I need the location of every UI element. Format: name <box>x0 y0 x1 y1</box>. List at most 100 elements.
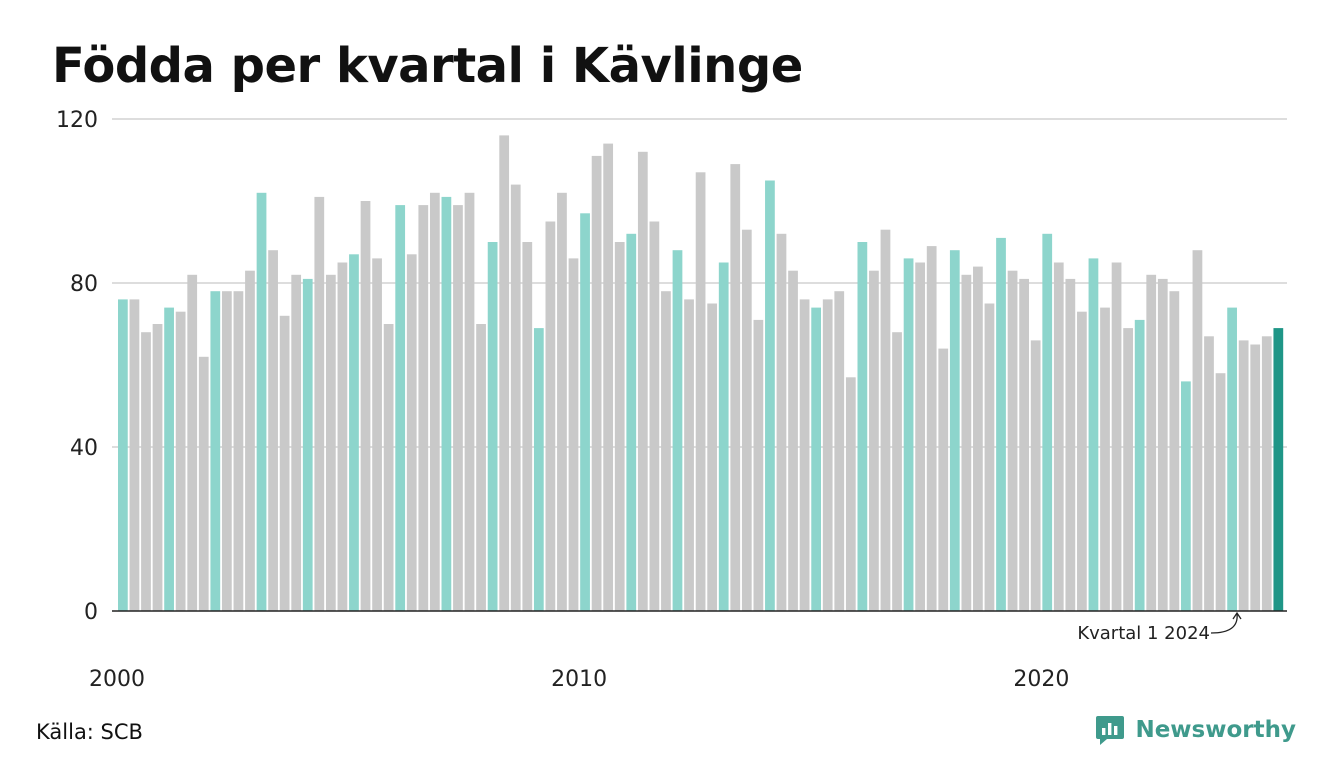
bar: 2012 K1: 88 <box>672 250 683 611</box>
y-tick-label: 80 <box>70 272 98 297</box>
bar: 2021 K1: 86 <box>1088 258 1099 611</box>
bar: 2002 K4: 83 <box>245 270 255 611</box>
bar: 2019 K4: 66 <box>1030 340 1041 611</box>
bar: 2023 K4: 58 <box>1215 373 1226 611</box>
bar: 2010 K3: 114 <box>603 143 614 611</box>
bar: 2016 K3: 93 <box>880 229 891 611</box>
bars: 2000 K1: 762000 K2: 762000 K3: 682000 K4… <box>118 135 1284 612</box>
bar: 2012 K2: 76 <box>684 299 694 611</box>
bar: 2019 K2: 83 <box>1007 270 1018 611</box>
bar: 2003 K1: 102 <box>256 192 267 612</box>
bar: 2014 K1: 105 <box>765 180 775 611</box>
bar: 2023 K3: 67 <box>1204 336 1214 611</box>
bar: 2019 K3: 81 <box>1019 278 1029 611</box>
bar: 2020 K2: 85 <box>1053 262 1064 611</box>
bar: 2006 K4: 102 <box>429 192 440 612</box>
bar: 2007 K2: 99 <box>453 205 463 611</box>
bar: 2001 K4: 62 <box>198 356 209 611</box>
bar: 2008 K2: 116 <box>499 135 510 611</box>
bar: 2005 K4: 70 <box>383 324 394 611</box>
bar: 2010 K2: 111 <box>591 155 602 611</box>
bar: 2005 K1: 87 <box>349 254 359 612</box>
bar: 2007 K1: 101 <box>441 196 452 611</box>
bar: 2015 K2: 76 <box>822 299 833 611</box>
bar: 2001 K1: 74 <box>164 307 174 611</box>
annotation-label: Kvartal 1 2024 <box>1077 623 1210 644</box>
source-label: Källa: SCB <box>36 720 143 744</box>
bar: 2011 K2: 112 <box>637 151 648 612</box>
bar: 2008 K3: 104 <box>510 184 521 611</box>
bar: 2001 K2: 73 <box>175 311 186 611</box>
bar: 2000 K3: 68 <box>141 332 151 611</box>
y-axis-ticks: 0 40 80 120 <box>56 108 98 625</box>
bar: 2022 K4: 78 <box>1169 291 1180 611</box>
latest-annotation: Kvartal 1 2024 <box>1077 611 1242 644</box>
bar: 2004 K1: 81 <box>302 278 313 611</box>
bar: 2023 K1: 56 <box>1181 381 1191 611</box>
y-tick-label: 40 <box>70 436 98 461</box>
bar: 2023 K2: 88 <box>1192 250 1203 611</box>
bar: 2017 K4: 64 <box>938 348 949 611</box>
bar: 2013 K2: 109 <box>730 164 741 611</box>
bar: 2005 K2: 100 <box>360 201 371 611</box>
x-tick-label: 2010 <box>551 667 607 692</box>
bar: 2016 K4: 68 <box>892 332 902 611</box>
bar: 2009 K4: 86 <box>568 258 579 611</box>
bar: 2000 K2: 76 <box>129 299 140 611</box>
bar: 2009 K3: 102 <box>557 192 567 612</box>
bar: 2018 K2: 82 <box>961 274 972 611</box>
newsworthy-icon <box>1096 716 1125 745</box>
bar: 2015 K4: 57 <box>845 377 856 611</box>
bar: 2006 K3: 99 <box>418 205 429 611</box>
bar: 2010 K4: 90 <box>614 242 625 611</box>
bar: 2020 K4: 73 <box>1077 311 1087 611</box>
bar: 2015 K1: 74 <box>811 307 822 611</box>
bar: 2013 K4: 71 <box>753 319 764 611</box>
bar: 2009 K2: 95 <box>545 221 556 611</box>
bar: 2002 K1: 78 <box>210 291 221 611</box>
bar: 2013 K3: 93 <box>741 229 752 611</box>
bar: 2021 K4: 69 <box>1123 328 1133 611</box>
bar: 2008 K4: 90 <box>522 242 533 611</box>
bar: 2013 K1: 85 <box>718 262 729 611</box>
bar: 2002 K3: 78 <box>233 291 244 611</box>
bar: 2017 K3: 89 <box>926 246 937 611</box>
bar: 2006 K1: 99 <box>395 205 406 611</box>
bar: 2016 K1: 90 <box>857 242 868 611</box>
y-tick-label: 120 <box>56 108 98 133</box>
bar: 2004 K4: 85 <box>337 262 348 611</box>
bar: 2002 K2: 78 <box>221 291 232 611</box>
bar: 2007 K4: 70 <box>476 324 486 611</box>
bar: undefined: 65 <box>1250 344 1261 611</box>
bar: 2021 K2: 74 <box>1100 307 1110 611</box>
bar: 2012 K3: 107 <box>695 172 706 612</box>
bar: 2000 K4: 70 <box>152 324 163 611</box>
bar: 2014 K2: 92 <box>776 233 787 612</box>
bar: 2018 K3: 84 <box>973 266 983 611</box>
bar: 2018 K1: 88 <box>949 250 960 611</box>
bar: undefined: 69 <box>1273 328 1284 611</box>
bar: 2003 K3: 72 <box>279 315 290 611</box>
bar: 2018 K4: 75 <box>984 303 995 611</box>
bar: 2022 K1: 71 <box>1134 319 1145 611</box>
bar: 2016 K2: 83 <box>869 270 879 611</box>
bar: 2000 K1: 76 <box>118 299 128 611</box>
bar: 2015 K3: 78 <box>834 291 845 611</box>
bar: 2008 K1: 90 <box>487 242 498 611</box>
bar: 2020 K1: 92 <box>1042 233 1053 612</box>
brand-name: Newsworthy <box>1135 717 1296 743</box>
brand-logo[interactable]: Newsworthy <box>1095 714 1296 746</box>
bar: 2017 K2: 85 <box>915 262 926 611</box>
bar: 2021 K3: 85 <box>1111 262 1122 611</box>
annotation-arrow <box>1210 611 1242 634</box>
bar: undefined: 67 <box>1261 336 1272 611</box>
bar: 2004 K2: 101 <box>314 196 325 611</box>
bar: 2005 K3: 86 <box>372 258 382 611</box>
bar: 2022 K2: 82 <box>1146 274 1157 611</box>
x-axis-ticks: 2000 2010 2020 <box>89 667 1069 692</box>
bar: 2024 K1: 74 <box>1227 307 1237 611</box>
bar: 2020 K3: 81 <box>1065 278 1076 611</box>
bar: 2006 K2: 87 <box>406 254 417 612</box>
bar: 2022 K3: 81 <box>1157 278 1168 611</box>
